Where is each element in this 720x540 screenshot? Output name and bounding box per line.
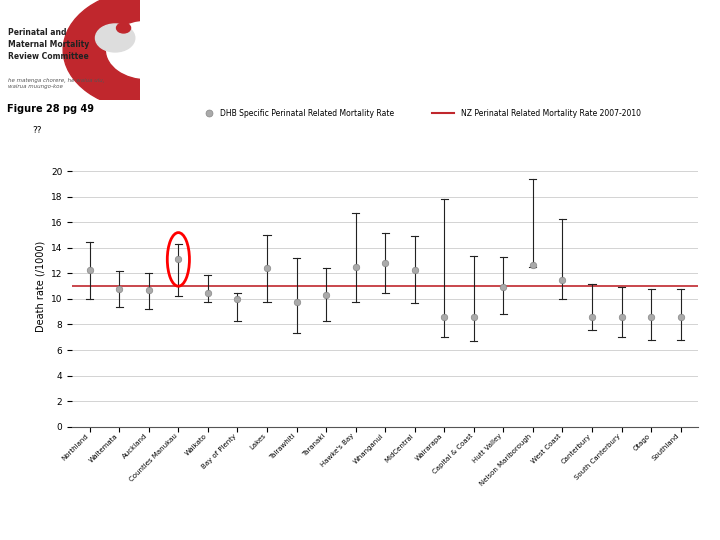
Point xyxy=(232,295,243,303)
Point xyxy=(438,313,450,321)
Point xyxy=(84,265,96,274)
Circle shape xyxy=(96,24,135,52)
Point xyxy=(261,264,273,273)
Point xyxy=(379,259,391,267)
Text: DHB Specific Perinatal Related Mortality Rate: DHB Specific Perinatal Related Mortality… xyxy=(220,109,394,118)
Text: Perinatal and
Maternal Mortality
Review Committee: Perinatal and Maternal Mortality Review … xyxy=(9,28,90,60)
Text: NZ Perinatal Related Mortality Rate 2007-2010: NZ Perinatal Related Mortality Rate 2007… xyxy=(461,109,641,118)
Point xyxy=(202,288,214,297)
Text: he matenga chorere, he waiua uiu,
wairua muungo-koe: he matenga chorere, he waiua uiu, wairua… xyxy=(9,78,105,89)
Point xyxy=(468,313,480,321)
Circle shape xyxy=(117,23,130,33)
Point xyxy=(114,285,125,293)
Point xyxy=(409,265,420,274)
Point xyxy=(498,283,509,292)
Point xyxy=(586,313,598,321)
Point xyxy=(557,275,568,284)
Point xyxy=(527,260,539,269)
Point xyxy=(173,255,184,264)
Text: Figure 28 pg 49: Figure 28 pg 49 xyxy=(7,104,94,114)
Wedge shape xyxy=(63,0,148,110)
Point xyxy=(320,291,332,300)
Point xyxy=(675,313,686,321)
Point xyxy=(616,313,627,321)
Y-axis label: Death rate (/1000): Death rate (/1000) xyxy=(35,241,45,332)
Text: ??: ?? xyxy=(32,126,42,134)
Point xyxy=(143,286,155,294)
Point xyxy=(350,263,361,272)
Text: DHB of residence and perinatal
related mortality 2007-2010: DHB of residence and perinatal related m… xyxy=(276,28,584,68)
Point xyxy=(291,297,302,306)
Point xyxy=(645,313,657,321)
